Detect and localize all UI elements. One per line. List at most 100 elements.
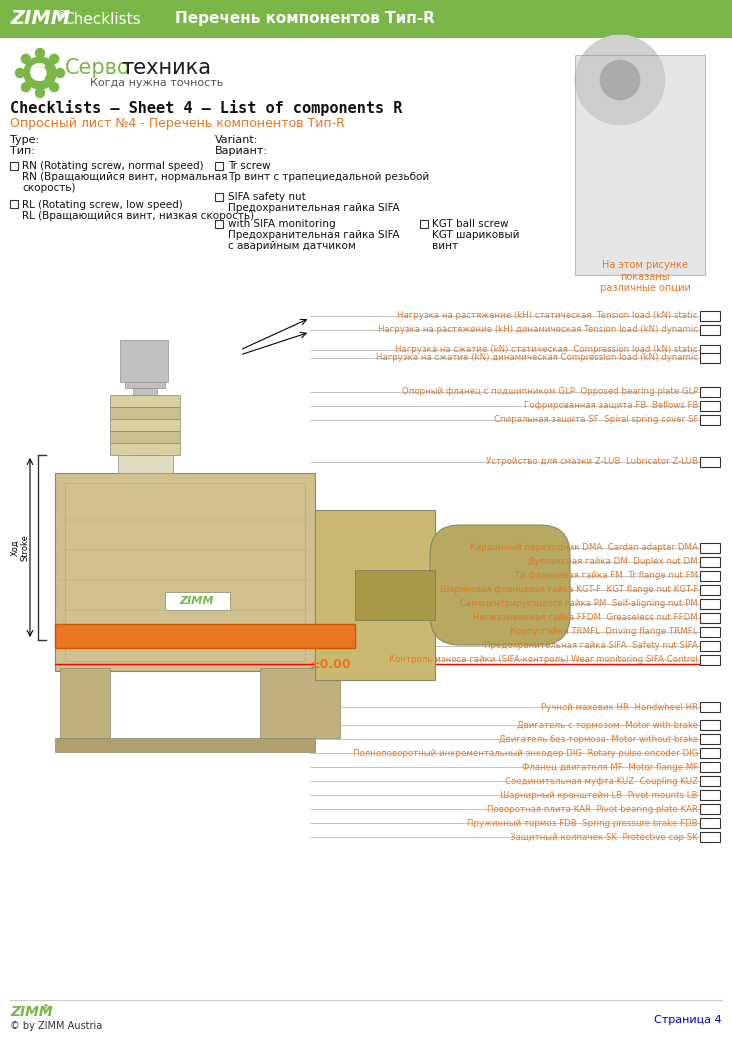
Bar bbox=[110, 443, 180, 455]
Text: Ход
Stroke: Ход Stroke bbox=[10, 535, 30, 561]
Text: с аварийным датчиком: с аварийным датчиком bbox=[228, 241, 356, 251]
Text: Двигатель с тормозом  Motor with brake: Двигатель с тормозом Motor with brake bbox=[517, 720, 698, 730]
Bar bbox=[700, 325, 720, 335]
Text: Дуплексная гайка DM  Duplex nut DM: Дуплексная гайка DM Duplex nut DM bbox=[529, 557, 698, 567]
Text: Устройство для смазки Z-LUB  Lubricator Z-LUB: Устройство для смазки Z-LUB Lubricator Z… bbox=[486, 458, 698, 466]
Text: Предохранительная гайка SIFA: Предохранительная гайка SIFA bbox=[228, 203, 400, 213]
FancyBboxPatch shape bbox=[430, 525, 570, 645]
Circle shape bbox=[56, 69, 64, 78]
Bar bbox=[110, 431, 180, 443]
Text: ®: ® bbox=[57, 10, 67, 20]
Text: Двигатель без тормоза  Motor without brake: Двигатель без тормоза Motor without brak… bbox=[498, 735, 698, 743]
Text: with SIFA monitoring: with SIFA monitoring bbox=[228, 219, 336, 229]
Text: Соединительная муфта KUZ  Coupling KUZ: Соединительная муфта KUZ Coupling KUZ bbox=[505, 776, 698, 786]
Bar bbox=[700, 832, 720, 842]
Circle shape bbox=[50, 83, 59, 91]
Bar bbox=[110, 407, 180, 419]
Bar bbox=[700, 748, 720, 758]
Text: ZIMM: ZIMM bbox=[180, 596, 214, 606]
Text: RN (Rotating screw, normal speed): RN (Rotating screw, normal speed) bbox=[22, 161, 203, 171]
Text: Нагрузка на растяжение (kH) динамическая Tension load (kN) dynamic: Нагрузка на растяжение (kH) динамическая… bbox=[378, 326, 698, 334]
Text: Вариант:: Вариант: bbox=[215, 146, 268, 156]
Text: Tr screw: Tr screw bbox=[228, 161, 271, 171]
Bar bbox=[700, 762, 720, 772]
Bar bbox=[260, 668, 340, 738]
Bar bbox=[700, 776, 720, 786]
Text: Тр фланцевая гайка FM  Tr flаnge nut FM: Тр фланцевая гайка FM Tr flаnge nut FM bbox=[515, 572, 698, 580]
Bar bbox=[700, 734, 720, 744]
Circle shape bbox=[35, 49, 45, 57]
Bar bbox=[55, 738, 315, 752]
Circle shape bbox=[575, 35, 665, 125]
Text: Пружинный тормоз FDB  Spring pressure brake FDB: Пружинный тормоз FDB Spring pressure bra… bbox=[467, 819, 698, 827]
Circle shape bbox=[21, 54, 30, 63]
Text: Опорный фланец с подшипником GLP  Opposed bearing plate GLP: Опорный фланец с подшипником GLP Opposed… bbox=[401, 387, 698, 397]
Text: ®: ® bbox=[42, 1005, 51, 1013]
Text: Корпусгайки TRMFL  Driving flange TRMFL: Корпусгайки TRMFL Driving flange TRMFL bbox=[510, 628, 698, 636]
Text: Variant:: Variant: bbox=[215, 135, 258, 145]
Bar bbox=[355, 570, 435, 620]
Bar bbox=[118, 455, 173, 473]
Circle shape bbox=[50, 54, 59, 63]
Bar bbox=[700, 627, 720, 637]
Bar bbox=[700, 599, 720, 609]
Bar bbox=[215, 162, 223, 170]
Bar bbox=[700, 557, 720, 567]
Bar bbox=[55, 624, 355, 648]
Bar bbox=[700, 655, 720, 665]
FancyBboxPatch shape bbox=[0, 0, 732, 38]
Text: Type:: Type: bbox=[10, 135, 39, 145]
Text: Тип:: Тип: bbox=[10, 146, 35, 156]
Bar bbox=[700, 720, 720, 730]
Text: Поворотная плита KAR  Pivot bearing plate KAR: Поворотная плита KAR Pivot bearing plate… bbox=[487, 804, 698, 814]
Text: Тр винт с трапециедальной резьбой: Тр винт с трапециедальной резьбой bbox=[228, 172, 429, 182]
Bar bbox=[700, 641, 720, 651]
Text: RL (Вращающийся винт, низкая скорость): RL (Вращающийся винт, низкая скорость) bbox=[22, 211, 254, 221]
Text: ±0.00: ±0.00 bbox=[310, 657, 351, 671]
Text: RN (Вращающийся винт, нормальная: RN (Вращающийся винт, нормальная bbox=[22, 172, 228, 182]
Text: техника: техника bbox=[121, 58, 211, 78]
Text: © by ZIMM Austria: © by ZIMM Austria bbox=[10, 1021, 102, 1031]
Circle shape bbox=[24, 57, 56, 89]
Bar bbox=[700, 790, 720, 800]
Text: Серво: Серво bbox=[65, 58, 130, 78]
Text: Предохранительная гайка SIFA  Safety nut SIFA: Предохранительная гайка SIFA Safety nut … bbox=[485, 641, 698, 651]
Text: Защитный колпачек SK  Protective cap SK: Защитный колпачек SK Protective cap SK bbox=[510, 832, 698, 842]
Bar bbox=[315, 510, 435, 680]
Text: Гофрированная защита FB  Bellows FB: Гофрированная защита FB Bellows FB bbox=[523, 402, 698, 410]
Text: Нагрузка на растяжение (kH) статическая  Tension load (kN) static: Нагрузка на растяжение (kH) статическая … bbox=[397, 311, 698, 321]
Text: винт: винт bbox=[432, 241, 458, 251]
Text: Предохранительная гайка SIFA: Предохранительная гайка SIFA bbox=[228, 230, 400, 240]
Bar bbox=[700, 345, 720, 355]
Bar bbox=[700, 585, 720, 595]
Bar bbox=[420, 220, 428, 228]
Text: Самоцентрирующаяся гайка PM  Self-aligning nut PM: Самоцентрирующаяся гайка PM Self-alignin… bbox=[460, 600, 698, 608]
Text: Перечень компонентов Тип-R: Перечень компонентов Тип-R bbox=[175, 11, 435, 27]
Bar bbox=[700, 353, 720, 363]
Bar bbox=[700, 387, 720, 397]
Bar bbox=[700, 543, 720, 553]
Text: Несмазываемая гайка FFDM  Greaseless nut FFDM: Несмазываемая гайка FFDM Greaseless nut … bbox=[474, 613, 698, 623]
Bar bbox=[55, 473, 315, 671]
Bar bbox=[65, 483, 305, 661]
Text: ZIMM: ZIMM bbox=[10, 9, 70, 28]
Text: Checklists – Sheet 4 – List of components R: Checklists – Sheet 4 – List of component… bbox=[10, 100, 403, 116]
Text: Шариковая фланцевая гайка KGT-F  KGT flange nut KGT-F: Шариковая фланцевая гайка KGT-F KGT flan… bbox=[440, 585, 698, 595]
Bar bbox=[10, 200, 18, 208]
Circle shape bbox=[600, 60, 640, 100]
Bar bbox=[60, 668, 110, 738]
Bar bbox=[700, 804, 720, 814]
Text: ZIMM: ZIMM bbox=[10, 1005, 53, 1019]
Bar bbox=[700, 702, 720, 712]
Text: Когда нужна точность: Когда нужна точность bbox=[90, 78, 223, 88]
Bar bbox=[700, 818, 720, 828]
Text: C: C bbox=[29, 62, 47, 86]
Text: SIFA safety nut: SIFA safety nut bbox=[228, 192, 306, 202]
Text: Страница 4: Страница 4 bbox=[654, 1015, 722, 1025]
Bar bbox=[165, 592, 230, 610]
Circle shape bbox=[35, 88, 45, 98]
Bar bbox=[120, 340, 168, 382]
Text: KGT ball screw: KGT ball screw bbox=[432, 219, 509, 229]
Text: Карданный переходник DMA  Cardan adapter DMA: Карданный переходник DMA Cardan adapter … bbox=[470, 544, 698, 552]
Bar bbox=[133, 388, 157, 458]
